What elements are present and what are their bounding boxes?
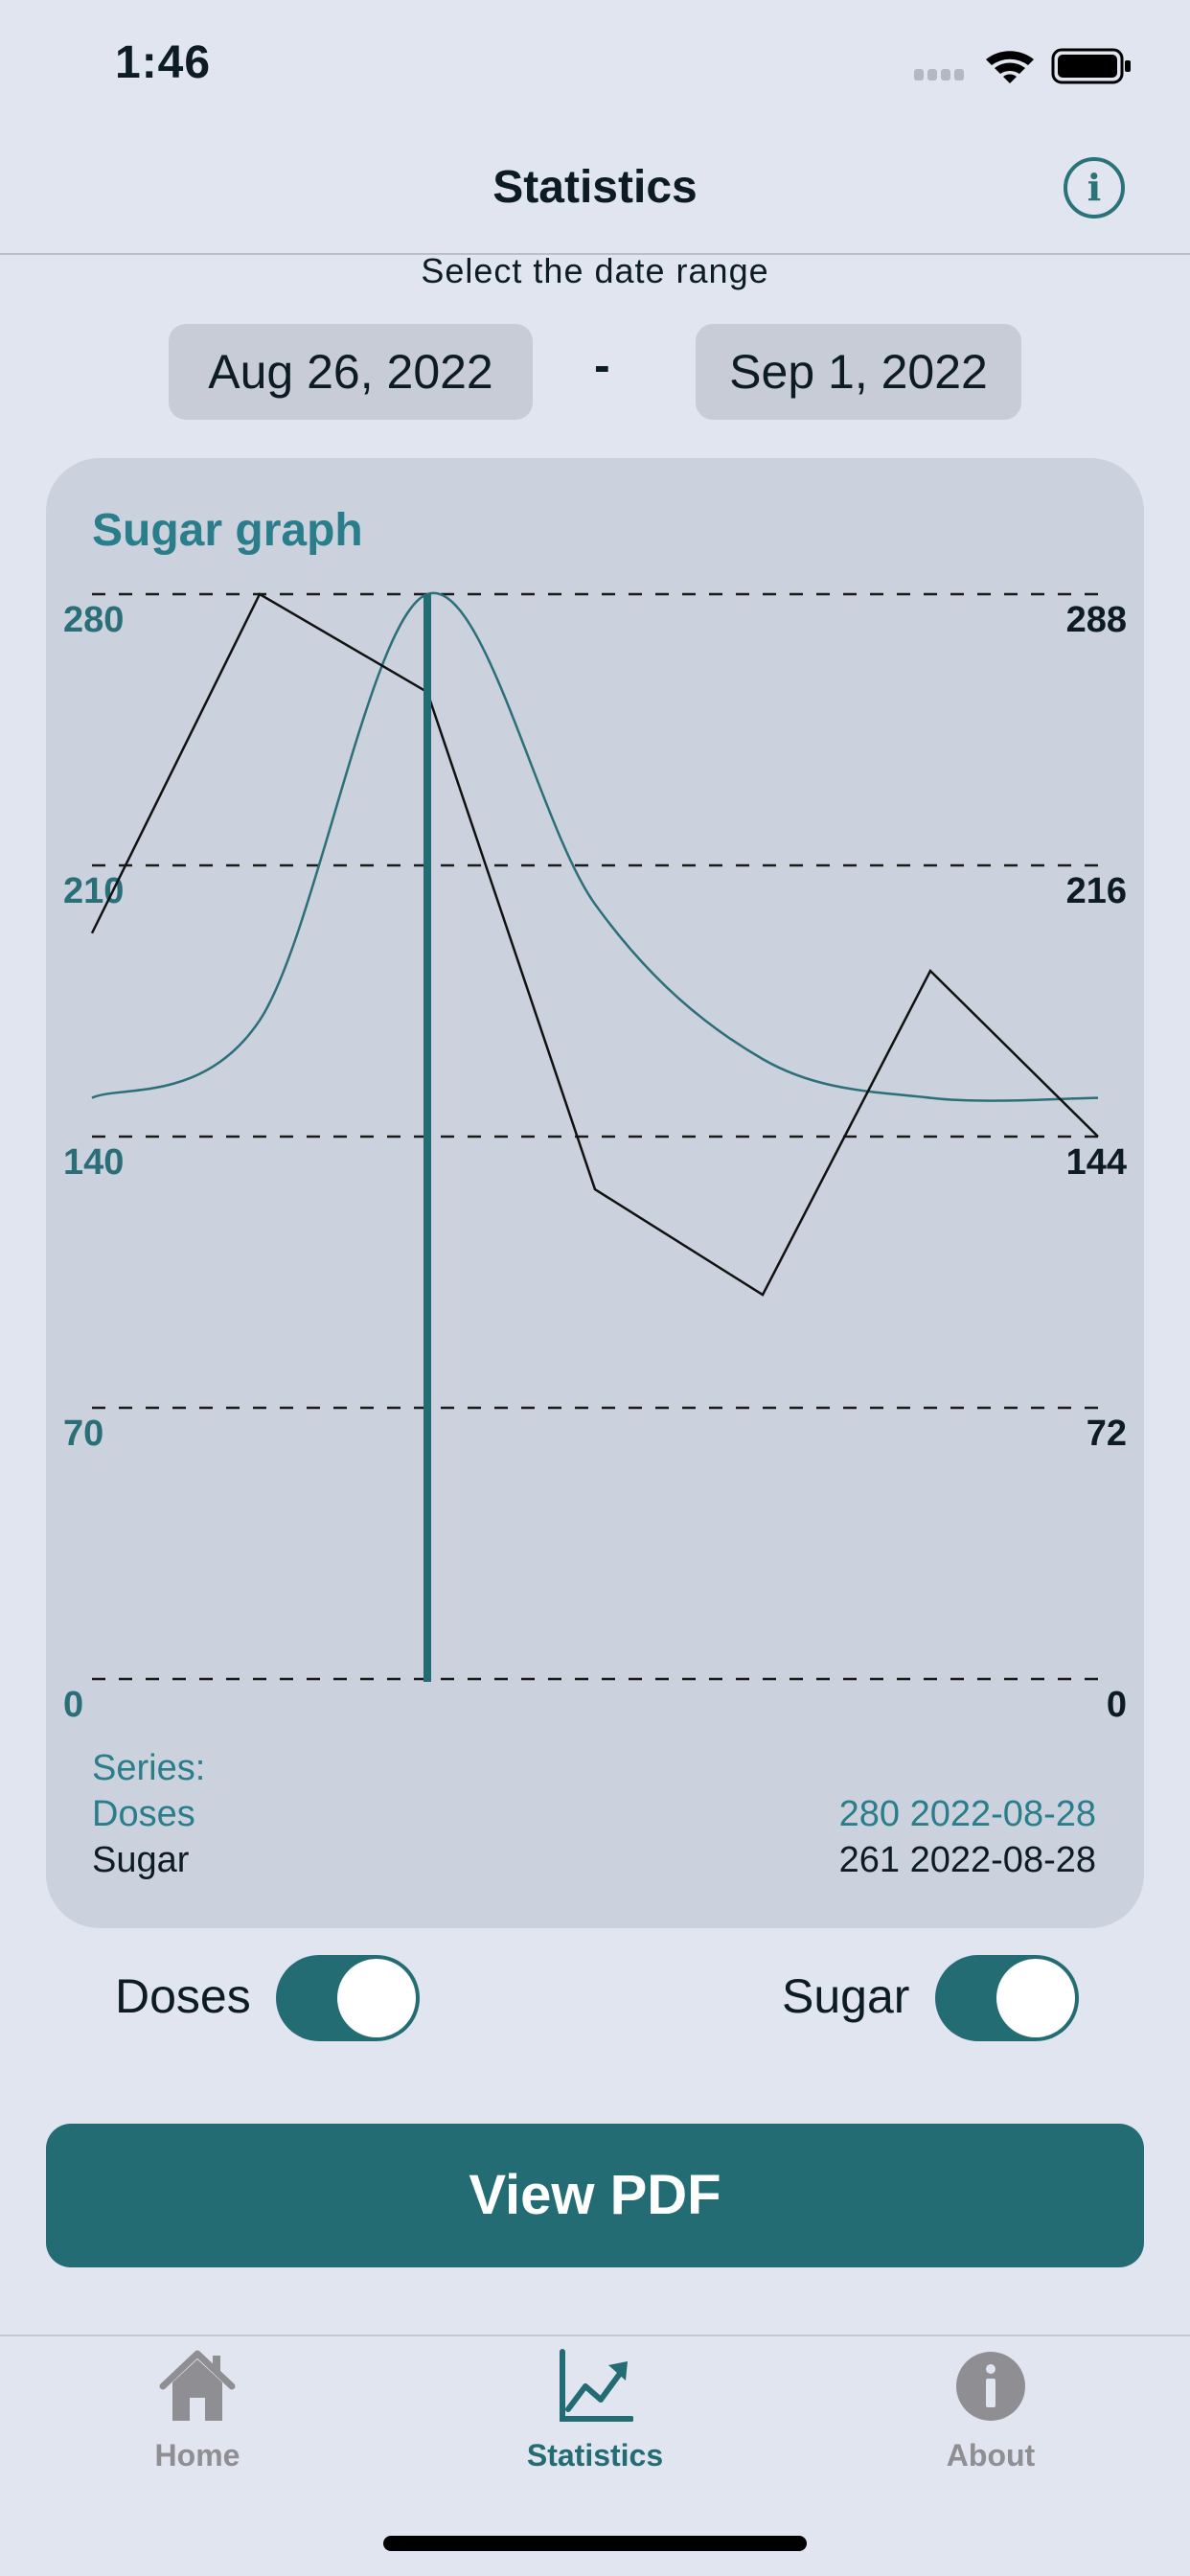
status-time: 1:46: [115, 37, 212, 88]
y-right-tick-label: 216: [1065, 871, 1127, 911]
legend-doses: Doses: [92, 1794, 195, 1834]
y-right-tick-label: 144: [1065, 1142, 1127, 1183]
legend-sugar: Sugar: [92, 1840, 190, 1880]
y-left-tick-label: 0: [63, 1685, 84, 1725]
start-date-picker[interactable]: Aug 26, 2022: [169, 324, 533, 420]
chart-icon: [560, 2349, 633, 2422]
info-icon: [956, 2352, 1025, 2421]
tab-statistics-label: Statistics: [526, 2438, 664, 2472]
date-range-separator: -: [594, 338, 610, 392]
tab-home-label: Home: [154, 2438, 240, 2472]
doses-readout: 280 2022-08-28: [838, 1794, 1096, 1834]
doses-toggle[interactable]: [276, 1955, 420, 2041]
home-icon: [159, 2350, 236, 2421]
chart-series: [90, 591, 1099, 1297]
home-indicator: [383, 2536, 807, 2551]
chart-card: [46, 458, 1144, 1928]
y-left-tick-label: 280: [63, 600, 125, 640]
info-icon[interactable]: i: [1064, 157, 1125, 218]
legend-title: Series:: [92, 1748, 206, 1788]
sugar-toggle-label: Sugar: [782, 1969, 910, 2023]
sugar-toggle[interactable]: [935, 1955, 1079, 2041]
end-date-picker[interactable]: Sep 1, 2022: [696, 324, 1021, 420]
y-left-tick-label: 70: [63, 1414, 104, 1454]
view-pdf-button[interactable]: View PDF: [46, 2124, 1144, 2267]
page-title: Statistics: [492, 162, 698, 213]
tab-statistics[interactable]: Statistics: [451, 2348, 739, 2501]
toggle-knob: [337, 1959, 416, 2037]
doses-toggle-label: Doses: [115, 1969, 251, 2023]
status-icons: [914, 48, 1131, 84]
chart-title: Sugar graph: [92, 505, 363, 556]
tab-bar-divider: [0, 2334, 1190, 2336]
tab-about[interactable]: About: [847, 2348, 1134, 2501]
toggle-knob: [996, 1959, 1075, 2037]
y-right-tick-label: 288: [1065, 600, 1127, 640]
nav-divider: [0, 253, 1190, 255]
wifi-icon: [986, 51, 1034, 83]
date-range-label: Select the date range: [421, 251, 769, 290]
series-line-sugar: [90, 592, 1099, 1297]
y-left-tick-label: 140: [63, 1142, 125, 1183]
y-right-tick-label: 72: [1086, 1414, 1127, 1454]
cellular-signal-icon: [914, 69, 964, 80]
tab-home[interactable]: Home: [54, 2348, 341, 2501]
chart-grid: [92, 592, 1098, 1681]
battery-icon: [1051, 48, 1131, 84]
sugar-readout: 261 2022-08-28: [838, 1840, 1096, 1880]
series-line-doses: [91, 591, 1099, 1102]
y-right-tick-label: 0: [1106, 1685, 1127, 1725]
tab-about-label: About: [946, 2438, 1036, 2472]
